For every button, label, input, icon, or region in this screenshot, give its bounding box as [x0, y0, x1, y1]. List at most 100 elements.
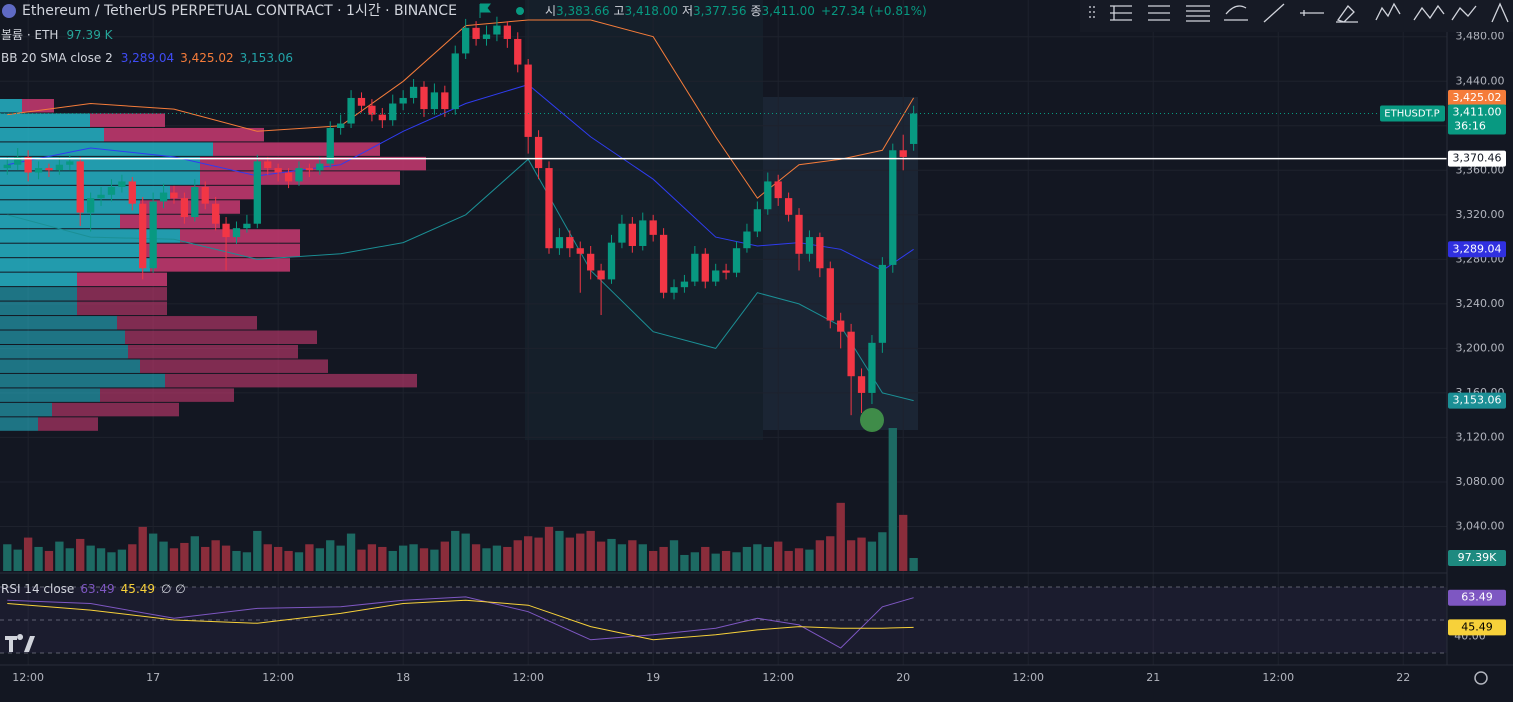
x-tick-label: 12:00	[262, 671, 294, 684]
volume-bar	[638, 544, 647, 571]
candle-body	[211, 203, 220, 224]
volume-bar	[659, 546, 668, 571]
profile-buy	[0, 258, 150, 272]
flag-icon	[479, 3, 491, 18]
volume-bar	[846, 540, 856, 571]
profile-buy	[0, 402, 52, 417]
ohlc-value: 3,383.66	[556, 4, 609, 18]
volume-bar	[763, 546, 772, 571]
ohlc-value: 3,411.00	[762, 4, 815, 18]
volume-bar	[201, 546, 210, 571]
legend-label: 볼륨 · ETH	[1, 28, 58, 42]
candle-body	[191, 186, 199, 218]
price-tag-label: 3,289.04	[1453, 242, 1502, 255]
profile-sell	[77, 272, 167, 287]
legend-value: 97.39 K	[66, 28, 113, 42]
volume-bar	[669, 540, 679, 571]
candle-body	[847, 331, 855, 377]
candle-body	[545, 168, 553, 249]
y-tick-label: 3,480.00	[1456, 30, 1505, 43]
volume-bar	[96, 548, 106, 571]
volume-bar	[867, 541, 877, 571]
volume-bar	[701, 546, 710, 571]
tool-icon[interactable]	[1110, 5, 1132, 21]
tool-icon[interactable]	[1413, 4, 1445, 21]
tool-icon[interactable]	[1300, 10, 1324, 16]
tool-icon[interactable]	[1148, 5, 1170, 21]
change: +27.34 (+0.81%)	[821, 4, 927, 18]
candle-body	[482, 34, 491, 39]
volume-bar	[753, 544, 762, 571]
volume-bar	[128, 544, 137, 571]
candle-body	[659, 234, 668, 293]
volume-bar	[732, 552, 741, 571]
volume-bar	[888, 428, 897, 571]
tool-icon[interactable]	[1263, 3, 1285, 23]
candle-body	[649, 220, 657, 235]
rsi-legend: RSI 14 close 63.49 45.49 ∅ ∅	[1, 582, 186, 596]
candle-body	[451, 53, 459, 110]
profile-sell	[77, 287, 167, 301]
tool-icon[interactable]	[1224, 5, 1248, 21]
tool-icon[interactable]	[1186, 5, 1210, 22]
volume-bar	[263, 544, 272, 571]
candle-body	[3, 164, 11, 169]
candle-body	[243, 223, 251, 229]
volume-bar	[23, 537, 33, 571]
volume-bar	[617, 544, 627, 571]
candle-body	[597, 270, 605, 280]
tool-icon[interactable]	[1336, 4, 1358, 23]
price-tag-label: 3,411.00	[1453, 106, 1502, 119]
bb-legend: BB 20 SMA close 2 3,289.04 3,425.02 3,153.0…	[1, 51, 293, 65]
y-tick-label: 3,200.00	[1456, 341, 1505, 354]
volume-bar	[482, 548, 491, 571]
volume-bar	[607, 538, 616, 571]
rsi-values	[7, 596, 914, 649]
legend-label: RSI 14 close	[1, 582, 74, 596]
tool-icon[interactable]	[1491, 2, 1509, 23]
volume-bar	[503, 546, 512, 571]
price-tag-label: 63.49	[1461, 591, 1493, 604]
candle-body	[712, 270, 720, 282]
candle-body	[430, 92, 439, 110]
candle-body	[680, 281, 689, 288]
volume-bar	[180, 542, 189, 571]
candle-body	[170, 192, 178, 199]
settings-icon[interactable]	[1474, 671, 1488, 685]
candle-body	[232, 228, 241, 238]
volume-bar	[555, 530, 564, 571]
candle-body	[493, 25, 501, 35]
candle-body	[764, 181, 772, 210]
drag-handle[interactable]	[1089, 6, 1095, 18]
candle-body	[107, 186, 116, 195]
volume-bar	[451, 530, 460, 571]
candle-body	[76, 161, 84, 213]
candle-body	[837, 320, 845, 332]
candle-body	[889, 150, 897, 265]
volume-bar	[117, 549, 127, 571]
candle-body	[909, 113, 918, 144]
tool-icon[interactable]	[1375, 2, 1401, 21]
volume-bar	[107, 552, 116, 571]
tool-icon[interactable]	[1451, 5, 1477, 21]
candle-body	[472, 27, 480, 39]
candle-body	[732, 248, 741, 273]
candle-body	[201, 186, 209, 204]
profile-buy	[0, 113, 90, 127]
price-tag	[1448, 619, 1506, 636]
candle-body	[389, 103, 397, 121]
volume-bar	[242, 552, 252, 571]
candle-body	[274, 168, 282, 173]
legend-value: ∅ ∅	[161, 582, 186, 596]
volume-bar	[13, 549, 22, 571]
candle-body	[826, 268, 834, 321]
price-tag	[1448, 549, 1506, 566]
candle-body	[24, 156, 32, 173]
volume-bar	[826, 536, 835, 571]
price-tag-label: 3,153.06	[1453, 394, 1502, 407]
tags: 3,370.46 3,425.02 3,289.04 3,153.06 3,411.00…	[1380, 89, 1506, 636]
profile-sell	[52, 402, 179, 417]
volume-bar	[513, 540, 522, 571]
logo	[5, 634, 35, 652]
